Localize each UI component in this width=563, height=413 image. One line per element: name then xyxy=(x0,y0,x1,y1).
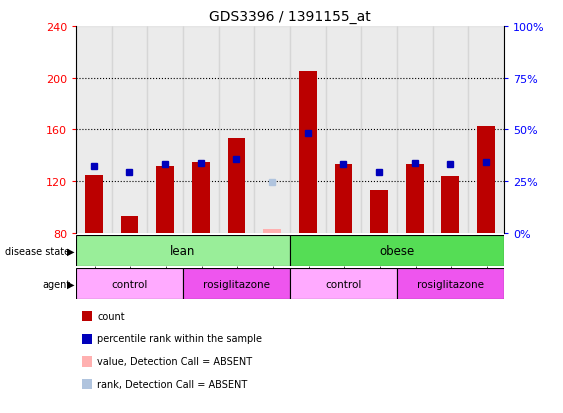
FancyBboxPatch shape xyxy=(290,268,397,299)
Text: rosiglitazone: rosiglitazone xyxy=(203,279,270,289)
Bar xyxy=(227,139,245,233)
Text: ▶: ▶ xyxy=(68,279,75,289)
FancyBboxPatch shape xyxy=(76,235,290,266)
Bar xyxy=(263,230,281,233)
Bar xyxy=(148,27,183,233)
Bar xyxy=(157,166,174,233)
Bar xyxy=(120,216,138,233)
Bar xyxy=(441,177,459,233)
Text: control: control xyxy=(111,279,148,289)
Bar xyxy=(361,27,397,233)
Bar xyxy=(370,191,388,233)
FancyBboxPatch shape xyxy=(183,268,290,299)
Bar xyxy=(477,126,495,233)
Text: control: control xyxy=(325,279,361,289)
Text: ▶: ▶ xyxy=(68,246,75,256)
Text: count: count xyxy=(97,311,125,321)
Bar xyxy=(111,27,148,233)
Text: rosiglitazone: rosiglitazone xyxy=(417,279,484,289)
Bar xyxy=(468,27,504,233)
FancyBboxPatch shape xyxy=(76,268,183,299)
Text: percentile rank within the sample: percentile rank within the sample xyxy=(97,334,262,344)
Bar xyxy=(397,27,432,233)
Bar xyxy=(218,27,254,233)
Bar xyxy=(183,27,218,233)
Bar xyxy=(299,72,316,233)
Bar xyxy=(76,27,111,233)
Bar xyxy=(432,27,468,233)
Text: rank, Detection Call = ABSENT: rank, Detection Call = ABSENT xyxy=(97,379,248,389)
Text: lean: lean xyxy=(170,244,196,257)
Bar xyxy=(192,162,210,233)
Text: value, Detection Call = ABSENT: value, Detection Call = ABSENT xyxy=(97,356,253,366)
FancyBboxPatch shape xyxy=(290,235,504,266)
FancyBboxPatch shape xyxy=(397,268,504,299)
Bar xyxy=(334,165,352,233)
Bar xyxy=(290,27,325,233)
Text: agent: agent xyxy=(42,279,70,289)
Bar xyxy=(85,175,103,233)
Bar xyxy=(406,165,423,233)
Title: GDS3396 / 1391155_at: GDS3396 / 1391155_at xyxy=(209,10,371,24)
Text: disease state: disease state xyxy=(5,246,70,256)
Text: obese: obese xyxy=(379,244,414,257)
Bar xyxy=(254,27,290,233)
Bar xyxy=(325,27,361,233)
